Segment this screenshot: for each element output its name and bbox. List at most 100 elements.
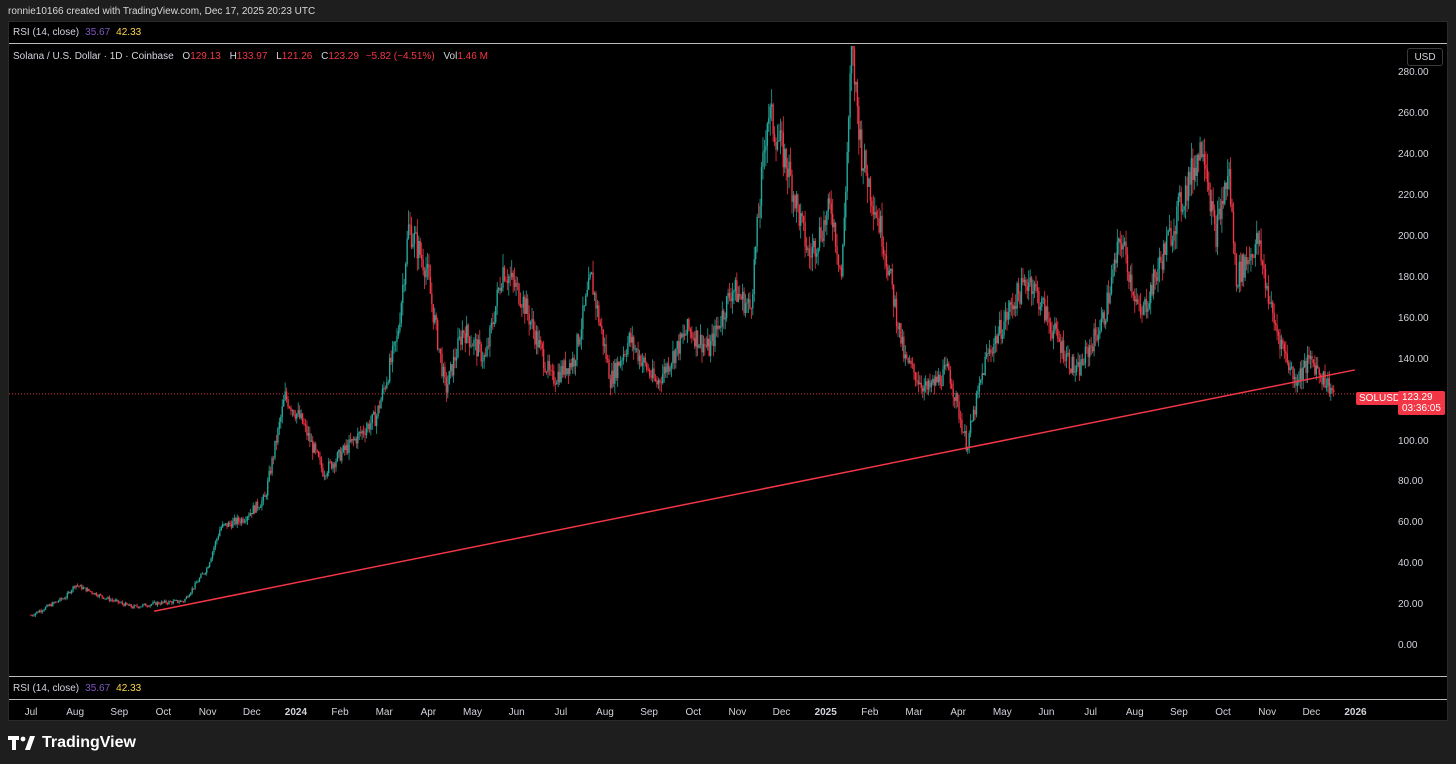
candle xyxy=(59,597,61,602)
candle xyxy=(1102,309,1104,323)
candle xyxy=(631,326,633,352)
candle xyxy=(1161,254,1164,281)
candle xyxy=(297,402,299,417)
candle xyxy=(36,611,38,615)
candle xyxy=(647,364,649,372)
candle xyxy=(341,447,343,464)
candle xyxy=(447,375,449,399)
symbol-legend[interactable]: Solana / U.S. Dollar · 1D · Coinbase O12… xyxy=(13,51,488,62)
candle xyxy=(839,265,841,270)
candle xyxy=(916,372,918,386)
candle xyxy=(808,236,811,269)
candle xyxy=(595,290,597,320)
candle xyxy=(917,371,920,393)
candle xyxy=(79,584,82,587)
candle xyxy=(757,203,760,218)
candle xyxy=(1007,300,1010,325)
currency-button[interactable]: USD xyxy=(1407,48,1443,66)
candle xyxy=(44,606,47,610)
support-trendline[interactable] xyxy=(153,369,1355,612)
candle xyxy=(1258,230,1261,247)
candle xyxy=(930,379,933,393)
candle xyxy=(389,353,391,384)
time-axis-label: Aug xyxy=(1125,707,1144,718)
candle xyxy=(1202,140,1204,162)
candle xyxy=(139,606,141,609)
candle xyxy=(176,599,179,604)
price-chart[interactable] xyxy=(9,46,1395,676)
candle xyxy=(1180,186,1182,222)
candle xyxy=(762,137,764,180)
candle xyxy=(1240,252,1242,292)
candle xyxy=(1317,357,1319,369)
candle xyxy=(309,426,311,448)
rsi-value-1: 35.67 xyxy=(85,27,111,38)
candle xyxy=(617,356,619,387)
candle xyxy=(1257,230,1259,255)
candle xyxy=(1322,370,1325,388)
candle xyxy=(1000,309,1002,345)
candle xyxy=(314,441,317,455)
candle xyxy=(807,245,809,257)
pane-separator-bottom[interactable] xyxy=(9,676,1447,677)
candle xyxy=(887,263,889,281)
price-axis-label: 240.00 xyxy=(1398,149,1429,161)
candle xyxy=(288,405,291,409)
low-value: 121.26 xyxy=(281,51,313,62)
candle xyxy=(1235,252,1238,292)
candle xyxy=(627,336,629,357)
candle xyxy=(980,379,982,386)
candle xyxy=(670,362,673,378)
candle xyxy=(457,327,459,359)
candle xyxy=(985,344,988,360)
candle xyxy=(724,312,726,330)
candle xyxy=(765,130,767,167)
candle xyxy=(107,596,109,600)
candle xyxy=(675,348,677,369)
candle xyxy=(640,353,642,368)
candle xyxy=(1266,282,1268,291)
candle xyxy=(325,474,327,480)
candle xyxy=(1261,259,1264,275)
candle xyxy=(1290,361,1293,370)
candle xyxy=(481,351,484,369)
candle xyxy=(63,597,66,600)
pane-separator[interactable] xyxy=(9,43,1447,44)
candle xyxy=(721,301,723,336)
price-axis-label: 40.00 xyxy=(1398,558,1424,570)
candle xyxy=(227,521,230,527)
candle xyxy=(496,282,498,315)
candle xyxy=(586,281,588,297)
candle xyxy=(541,341,543,357)
candle xyxy=(1192,148,1194,194)
rsi-legend-top[interactable]: RSI (14, close) 35.67 42.33 xyxy=(13,27,141,38)
candle xyxy=(1315,356,1317,381)
candle xyxy=(557,363,559,388)
rsi-legend-bottom[interactable]: RSI (14, close) 35.67 42.33 xyxy=(13,683,141,694)
candle xyxy=(39,609,41,613)
candle xyxy=(1244,254,1246,282)
candle xyxy=(178,600,180,605)
candle xyxy=(259,504,262,509)
candle xyxy=(1200,141,1203,159)
candle xyxy=(662,364,664,385)
candle xyxy=(487,337,490,350)
candle xyxy=(686,318,689,344)
time-axis-label: 2024 xyxy=(284,707,308,718)
candle xyxy=(1155,271,1158,285)
candle xyxy=(573,354,575,374)
candle xyxy=(795,190,798,223)
candle xyxy=(174,599,176,602)
tradingview-logo[interactable]: TradingView xyxy=(8,734,136,752)
candle xyxy=(981,363,983,385)
candle xyxy=(705,336,708,349)
chart-frame[interactable]: RSI (14, close) 35.67 42.33 Solana / U.S. … xyxy=(8,21,1448,721)
candle xyxy=(326,471,328,479)
candle xyxy=(612,360,615,388)
candle xyxy=(522,290,525,314)
candle xyxy=(660,376,662,393)
candle xyxy=(133,604,135,609)
candle xyxy=(904,345,906,366)
candle xyxy=(768,103,770,133)
price-axis-label: 200.00 xyxy=(1398,231,1429,242)
